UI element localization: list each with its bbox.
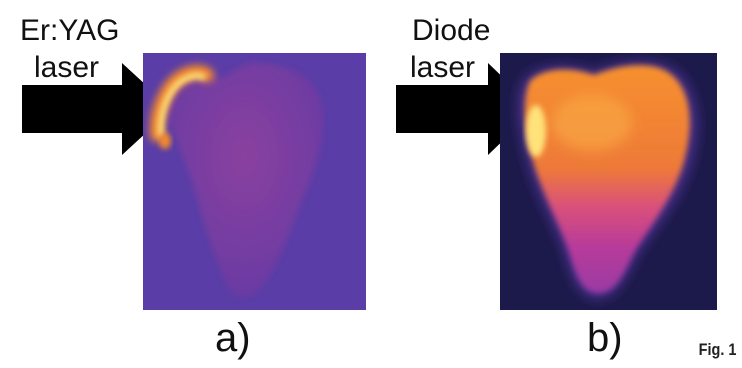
- label-diode-line2: laser: [410, 51, 476, 84]
- label-er-yag-line2: laser: [34, 51, 100, 84]
- caption-b: b): [587, 316, 623, 360]
- label-diode-line1: Diode: [412, 14, 491, 47]
- label-er-yag-line1: Er:YAG: [20, 14, 120, 47]
- arrow-icon: [22, 63, 172, 155]
- thermal-image-a: [143, 53, 366, 310]
- thermal-image-b: [500, 53, 717, 310]
- caption-a: a): [215, 316, 251, 360]
- figure-number: Fig. 1: [698, 340, 736, 359]
